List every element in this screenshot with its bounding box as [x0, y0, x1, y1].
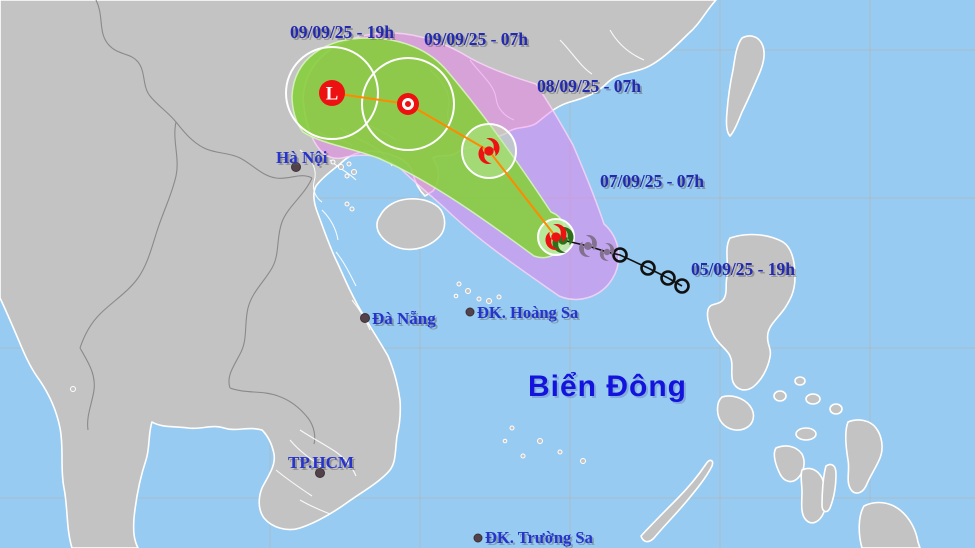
masbate-island — [795, 427, 817, 441]
panay-island — [773, 445, 805, 483]
small-islets — [70, 159, 586, 464]
bicol-islet-4 — [829, 403, 843, 415]
samar-leyte-island — [844, 419, 883, 494]
low-pressure-symbol — [319, 80, 345, 106]
mindanao-tip — [858, 501, 921, 548]
bicol-islet-3 — [805, 393, 821, 405]
negros-island — [800, 467, 827, 524]
uncertainty-circle-24h — [361, 57, 455, 151]
hainan-island — [376, 198, 446, 251]
current-typhoon-symbol — [545, 224, 567, 250]
past-position-circle — [674, 278, 690, 294]
mindoro-island — [716, 395, 755, 431]
forecast-typhoon-symbol — [478, 138, 500, 164]
truongsa-dot — [473, 533, 483, 543]
bicol-islet-2 — [794, 376, 806, 386]
low-pressure-letter: L — [326, 84, 339, 105]
cebu-island — [821, 463, 837, 513]
hcm-dot — [315, 468, 325, 478]
tropical-depression-ring — [402, 98, 414, 110]
past-position-circle — [612, 247, 628, 263]
danang-dot — [360, 313, 370, 323]
country-borders — [79, 0, 316, 445]
uncertainty-circle-36h — [285, 46, 379, 140]
past-typhoon-symbol — [579, 235, 597, 257]
storm-overlay: L — [285, 46, 690, 294]
luzon-island — [706, 233, 796, 391]
taiwan-island — [725, 35, 765, 137]
forecast-track-line — [331, 92, 557, 238]
bicol-islet-1 — [773, 390, 787, 402]
past-position-circle — [660, 270, 676, 286]
city-dots — [291, 162, 483, 543]
hoangsa-dot — [465, 307, 475, 317]
palawan-island — [640, 459, 714, 543]
tropical-depression-symbol — [397, 93, 419, 115]
past-typhoon-symbol — [599, 243, 615, 261]
hanoi-dot — [291, 162, 301, 172]
past-position-circle — [640, 260, 656, 276]
